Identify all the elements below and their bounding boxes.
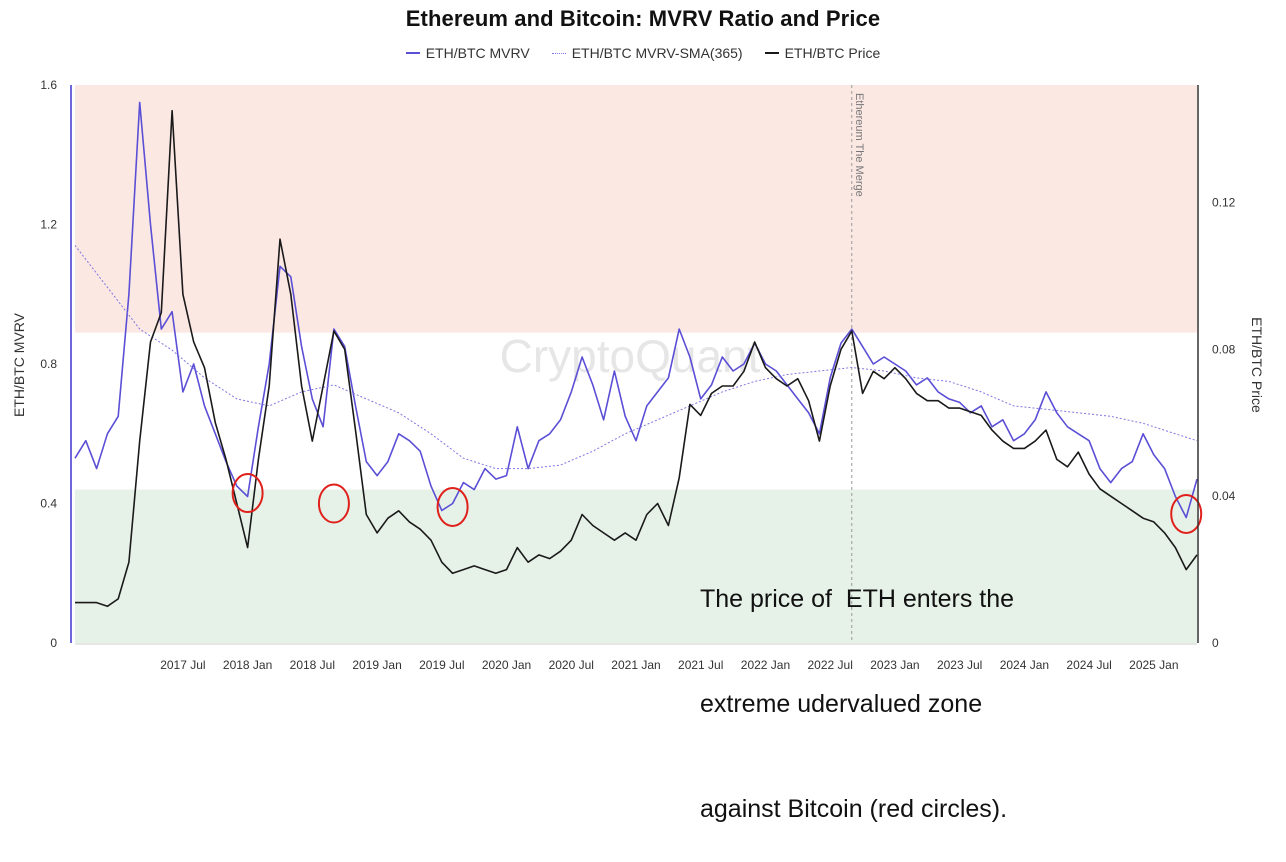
x-tick: 2024 Jan (1000, 658, 1049, 672)
y-tick-right: 0.04 (1212, 489, 1236, 503)
x-tick: 2022 Jan (741, 658, 790, 672)
valuation-zones (75, 85, 1197, 643)
chart-title: Ethereum and Bitcoin: MVRV Ratio and Pri… (405, 6, 881, 31)
y-tick-left: 1.2 (40, 218, 57, 232)
legend-swatch-price (764, 52, 779, 54)
annotation-line: The price of ETH enters the (700, 585, 1015, 613)
annotation-text: The price of ETH enters the extreme uder… (700, 512, 1014, 862)
overvalued-zone (75, 85, 1197, 333)
legend-swatch-sma (551, 52, 566, 54)
legend-label-mvrv: ETH/BTC MVRV (425, 45, 530, 61)
price-line (75, 109, 1198, 608)
x-tick: 2023 Jan (870, 658, 919, 672)
x-tick: 2020 Jul (549, 658, 594, 672)
legend: ETH/BTC MVRV ETH/BTC MVRV-SMA(365) ETH/B… (0, 45, 1286, 61)
mvrv-line (74, 101, 1198, 519)
x-tick: 2018 Jul (290, 658, 335, 672)
x-tick: 2025 Jan (1129, 658, 1178, 672)
legend-label-sma: ETH/BTC MVRV-SMA(365) (571, 45, 743, 61)
watermark: CryptoQuant (500, 330, 761, 382)
x-tick: 2018 Jan (223, 658, 272, 672)
x-tick: 2020 Jan (482, 658, 531, 672)
y-tick-left: 0.4 (40, 497, 57, 511)
x-tick: 2024 Jul (1066, 658, 1111, 672)
x-tick: 2021 Jul (678, 658, 723, 672)
x-tick: 2022 Jul (808, 658, 853, 672)
x-tick: 2021 Jan (611, 658, 660, 672)
merge-event-line: Ethereum The Merge (851, 85, 865, 643)
legend-label-price: ETH/BTC Price (784, 45, 881, 61)
y-axis-left-label: ETH/BTC MVRV (11, 312, 27, 417)
y-tick-right: 0.08 (1212, 342, 1236, 356)
x-tick: 2019 Jul (419, 658, 464, 672)
legend-item-sma[interactable]: ETH/BTC MVRV-SMA(365) (551, 45, 743, 61)
legend-item-price[interactable]: ETH/BTC Price (764, 45, 881, 61)
annotation-line: extreme udervalued zone (700, 690, 983, 718)
y-axis-right-label: ETH/BTC Price (1249, 317, 1265, 413)
undervalued-zone (75, 489, 1197, 643)
y-tick-left: 0.8 (40, 357, 57, 371)
highlight-circle (1170, 493, 1203, 534)
y-tick-right: 0 (1212, 636, 1219, 650)
x-tick: 2017 Jul (160, 658, 205, 672)
legend-swatch-mvrv (405, 52, 420, 54)
x-tick: 2023 Jul (937, 658, 982, 672)
highlight-circle (231, 473, 264, 514)
y-tick-right: 0.12 (1212, 195, 1236, 209)
legend-item-mvrv[interactable]: ETH/BTC MVRV (405, 45, 530, 61)
y-tick-left: 1.6 (40, 78, 57, 92)
sma-line (74, 245, 1198, 470)
y-tick-left: 0 (50, 636, 57, 650)
annotation-line: against Bitcoin (red circles). (700, 795, 1008, 823)
chart-plot: CryptoQuant Ethereum The Merge 0 0.4 0.8 1.… (11, 78, 1265, 672)
highlight-circle (317, 483, 350, 524)
x-tick: 2019 Jan (352, 658, 401, 672)
highlight-circle (436, 486, 469, 527)
merge-label: Ethereum The Merge (853, 93, 865, 197)
